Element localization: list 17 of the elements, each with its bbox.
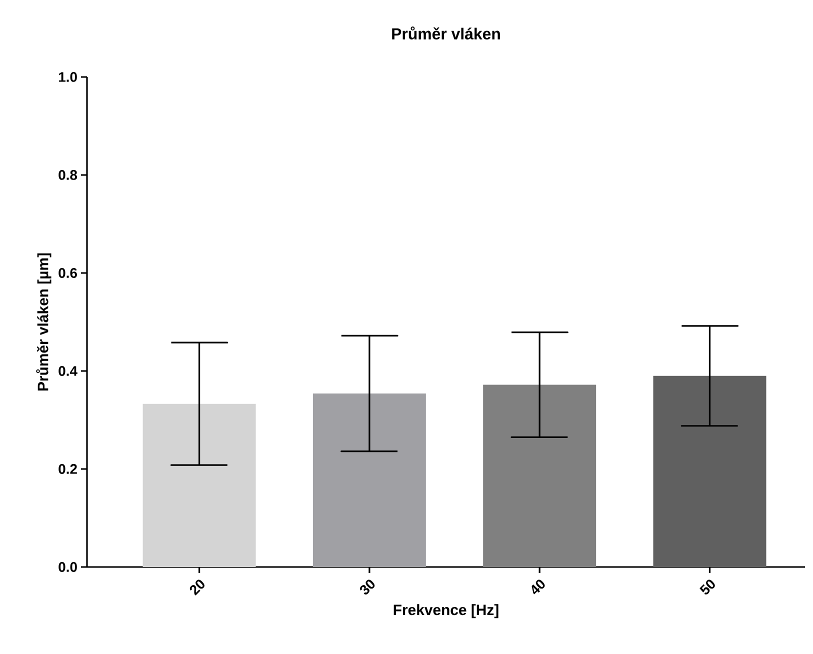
x-tick-label: 40 <box>532 580 545 594</box>
y-tick-label: 1.0 <box>58 72 77 82</box>
y-tick-label: 0.6 <box>58 268 77 278</box>
y-axis-title: Průměr vláken [µm] <box>36 253 52 390</box>
chart-title: Průměr vláken <box>392 26 500 40</box>
bar <box>653 376 766 567</box>
y-tick-label: 0.4 <box>58 366 78 376</box>
x-tick-label: 30 <box>360 580 375 594</box>
bar <box>483 384 596 567</box>
x-axis-title: Frekvence [Hz] <box>394 604 498 618</box>
x-tick-label: 50 <box>700 580 715 594</box>
bar <box>312 394 426 567</box>
x-tick-label: 20 <box>190 580 204 596</box>
bar <box>142 404 256 567</box>
y-tick-label: 0.8 <box>58 170 78 180</box>
y-tick-label: 0.0 <box>58 562 77 572</box>
y-tick-label: 0.2 <box>58 464 77 474</box>
